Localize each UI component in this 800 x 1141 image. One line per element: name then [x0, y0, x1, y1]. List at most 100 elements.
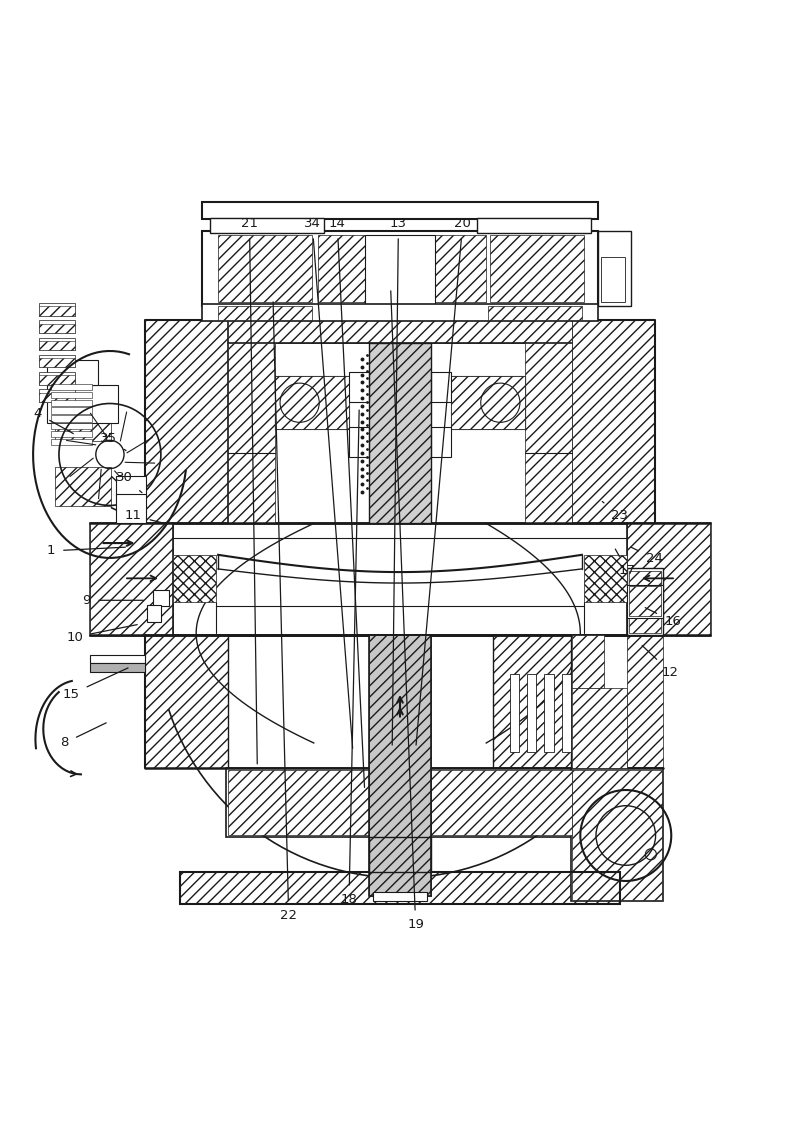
- Bar: [369, 634, 431, 896]
- Text: 9: 9: [82, 593, 143, 607]
- Polygon shape: [490, 235, 584, 301]
- Bar: [39, 355, 74, 367]
- Bar: [153, 590, 169, 606]
- Polygon shape: [573, 319, 654, 524]
- Bar: [39, 372, 74, 385]
- Bar: [369, 343, 431, 524]
- Bar: [602, 257, 625, 302]
- Polygon shape: [627, 524, 710, 634]
- Bar: [90, 524, 710, 634]
- Polygon shape: [227, 319, 573, 343]
- Bar: [627, 584, 662, 617]
- Polygon shape: [39, 306, 74, 316]
- Polygon shape: [227, 453, 274, 524]
- Polygon shape: [55, 398, 111, 442]
- Bar: [571, 768, 663, 901]
- Bar: [431, 427, 451, 456]
- Polygon shape: [435, 235, 486, 301]
- Polygon shape: [629, 586, 661, 616]
- Bar: [627, 568, 662, 634]
- Polygon shape: [451, 377, 526, 429]
- Text: 23: 23: [602, 502, 628, 523]
- Text: 15: 15: [62, 667, 128, 701]
- Bar: [181, 873, 619, 904]
- Bar: [510, 674, 519, 752]
- Bar: [39, 321, 74, 333]
- Polygon shape: [573, 634, 604, 688]
- Text: 19: 19: [390, 291, 424, 931]
- Polygon shape: [627, 634, 662, 768]
- Bar: [90, 655, 146, 663]
- Bar: [598, 230, 631, 306]
- Polygon shape: [39, 358, 74, 367]
- Bar: [477, 218, 590, 234]
- Polygon shape: [318, 235, 365, 301]
- Text: 24: 24: [631, 548, 663, 565]
- Bar: [146, 605, 161, 622]
- Text: 16: 16: [645, 608, 682, 628]
- Polygon shape: [526, 453, 573, 524]
- Text: 4: 4: [34, 407, 74, 434]
- Text: 8: 8: [60, 723, 106, 750]
- Polygon shape: [218, 235, 312, 301]
- Text: 35: 35: [100, 432, 126, 451]
- Bar: [431, 372, 451, 402]
- Polygon shape: [584, 555, 627, 601]
- Polygon shape: [573, 770, 662, 900]
- Polygon shape: [369, 837, 431, 873]
- Text: 30: 30: [115, 471, 142, 493]
- Polygon shape: [629, 570, 661, 633]
- Bar: [51, 383, 92, 390]
- Bar: [51, 431, 92, 437]
- Polygon shape: [146, 319, 227, 524]
- Polygon shape: [526, 343, 573, 453]
- Bar: [544, 674, 554, 752]
- Polygon shape: [369, 343, 431, 524]
- Bar: [39, 304, 74, 316]
- Bar: [202, 230, 598, 306]
- Text: 21: 21: [241, 218, 258, 764]
- Bar: [527, 674, 537, 752]
- Polygon shape: [39, 341, 74, 350]
- Bar: [373, 892, 427, 901]
- Bar: [116, 494, 146, 524]
- Text: 22: 22: [273, 302, 297, 922]
- Polygon shape: [431, 770, 573, 835]
- Text: 20: 20: [416, 218, 471, 745]
- Bar: [51, 415, 92, 421]
- Polygon shape: [573, 688, 627, 768]
- Bar: [226, 768, 574, 837]
- Bar: [47, 361, 98, 386]
- Polygon shape: [493, 634, 571, 768]
- Bar: [39, 389, 74, 402]
- Bar: [51, 399, 92, 406]
- Bar: [90, 663, 146, 672]
- Polygon shape: [227, 343, 274, 453]
- Polygon shape: [39, 375, 74, 385]
- Polygon shape: [173, 555, 216, 601]
- Polygon shape: [274, 377, 349, 429]
- Bar: [274, 377, 349, 429]
- Polygon shape: [55, 467, 111, 507]
- Text: 17: 17: [615, 549, 636, 577]
- Bar: [451, 377, 526, 429]
- Bar: [202, 304, 598, 321]
- Text: 18: 18: [341, 410, 359, 906]
- Bar: [202, 202, 598, 219]
- Bar: [349, 372, 369, 402]
- Bar: [51, 391, 92, 398]
- Text: 1: 1: [47, 544, 126, 558]
- Polygon shape: [218, 306, 312, 319]
- Text: 14: 14: [329, 218, 365, 787]
- Text: 12: 12: [642, 646, 679, 679]
- Polygon shape: [488, 306, 582, 319]
- Text: 34: 34: [304, 218, 353, 748]
- Bar: [51, 407, 92, 414]
- Bar: [47, 386, 118, 423]
- Bar: [116, 477, 146, 496]
- Polygon shape: [90, 524, 173, 634]
- Bar: [365, 235, 435, 306]
- Bar: [369, 837, 431, 873]
- Bar: [349, 427, 369, 456]
- Polygon shape: [39, 393, 74, 402]
